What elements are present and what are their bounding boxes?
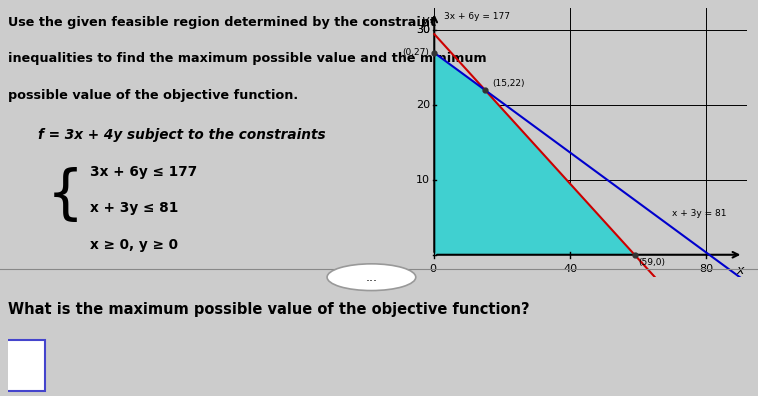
Text: 30: 30	[416, 25, 431, 35]
Text: y: y	[421, 14, 429, 27]
Text: 3x + 6y ≤ 177: 3x + 6y ≤ 177	[89, 165, 197, 179]
Text: (0,27): (0,27)	[402, 48, 429, 57]
Text: {: {	[46, 168, 83, 225]
Text: x: x	[736, 264, 744, 277]
Text: x ≥ 0, y ≥ 0: x ≥ 0, y ≥ 0	[89, 238, 177, 252]
Ellipse shape	[327, 264, 415, 291]
Text: (59,0): (59,0)	[638, 259, 665, 268]
Text: f = 3x + 4y subject to the constraints: f = 3x + 4y subject to the constraints	[38, 128, 325, 142]
Text: 80: 80	[699, 264, 713, 274]
Text: 3x + 6y = 177: 3x + 6y = 177	[444, 11, 510, 21]
FancyBboxPatch shape	[4, 340, 45, 391]
Text: (15,22): (15,22)	[492, 79, 525, 88]
Polygon shape	[434, 53, 634, 255]
Text: What is the maximum possible value of the objective function?: What is the maximum possible value of th…	[8, 302, 529, 317]
Text: 10: 10	[416, 175, 431, 185]
Text: 0: 0	[429, 264, 436, 274]
Text: possible value of the objective function.: possible value of the objective function…	[8, 89, 298, 102]
Text: 20: 20	[416, 100, 431, 110]
Text: x + 3y = 81: x + 3y = 81	[672, 209, 726, 218]
Text: inequalities to find the maximum possible value and the minimum: inequalities to find the maximum possibl…	[8, 52, 486, 65]
Text: 30: 30	[416, 25, 431, 35]
Text: Use the given feasible region determined by the constraint: Use the given feasible region determined…	[8, 16, 436, 29]
Text: 40: 40	[563, 264, 577, 274]
Text: x + 3y ≤ 81: x + 3y ≤ 81	[89, 201, 178, 215]
Text: ...: ...	[365, 271, 377, 284]
